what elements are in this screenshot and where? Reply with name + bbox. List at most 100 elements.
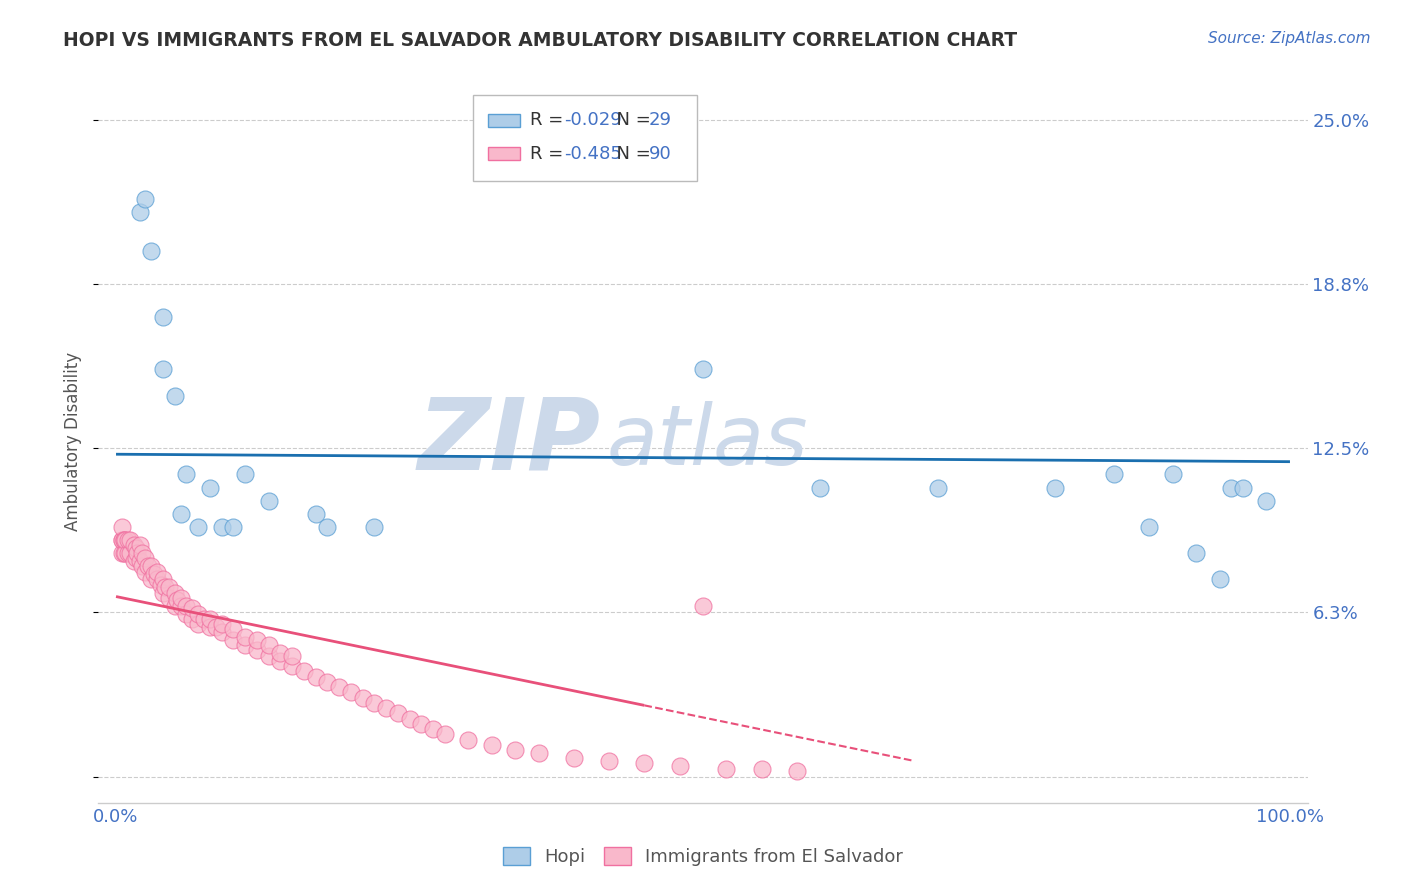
Point <box>692 362 714 376</box>
Point <box>131 559 153 574</box>
Point <box>163 599 186 613</box>
Point <box>128 538 150 552</box>
Text: N =: N = <box>605 145 657 163</box>
Point <box>134 551 156 566</box>
Point <box>111 533 134 547</box>
Point <box>927 481 949 495</box>
Point <box>125 541 148 555</box>
Point <box>120 546 142 560</box>
Point <box>187 520 209 534</box>
Text: ZIP: ZIP <box>418 393 600 490</box>
Point <box>269 654 291 668</box>
Point <box>363 696 385 710</box>
Point <box>633 756 655 771</box>
Text: 90: 90 <box>648 145 671 163</box>
Point <box>340 685 363 699</box>
Point <box>127 546 149 560</box>
Point <box>363 520 385 534</box>
Point <box>422 723 444 737</box>
Point <box>125 551 148 566</box>
Text: N =: N = <box>605 111 657 129</box>
Point <box>128 204 150 219</box>
Point <box>503 743 526 757</box>
Point <box>211 625 233 640</box>
Point <box>111 533 134 547</box>
Point <box>692 599 714 613</box>
Point <box>204 620 226 634</box>
Point <box>157 591 180 605</box>
Point <box>668 759 690 773</box>
Y-axis label: Ambulatory Disability: Ambulatory Disability <box>65 352 83 531</box>
Point <box>387 706 409 721</box>
Point <box>111 520 134 534</box>
Point <box>163 585 186 599</box>
Point <box>1043 481 1066 495</box>
Point <box>786 764 808 779</box>
Point <box>112 546 135 560</box>
Point <box>112 533 135 547</box>
Point <box>155 580 177 594</box>
Point <box>233 630 256 644</box>
Point <box>141 573 163 587</box>
Point <box>562 751 585 765</box>
Text: atlas: atlas <box>606 401 808 482</box>
Text: Source: ZipAtlas.com: Source: ZipAtlas.com <box>1208 31 1371 46</box>
Point <box>304 670 326 684</box>
Point <box>114 533 136 547</box>
Point <box>233 467 256 482</box>
Point <box>176 607 198 621</box>
Point <box>233 638 256 652</box>
Point <box>222 623 245 637</box>
Point <box>181 601 204 615</box>
Point <box>598 754 620 768</box>
Point <box>128 554 150 568</box>
Point <box>117 533 139 547</box>
FancyBboxPatch shape <box>488 113 520 127</box>
Point <box>398 712 420 726</box>
Point <box>292 665 315 679</box>
Point <box>117 546 139 560</box>
Point <box>211 617 233 632</box>
Point <box>187 617 209 632</box>
Point <box>257 493 280 508</box>
Point <box>246 643 269 657</box>
Point <box>1208 573 1230 587</box>
Point <box>152 362 174 376</box>
Point <box>328 680 350 694</box>
Point <box>122 538 145 552</box>
Point <box>134 565 156 579</box>
Point <box>146 573 169 587</box>
Text: -0.485: -0.485 <box>564 145 621 163</box>
Legend: Hopi, Immigrants from El Salvador: Hopi, Immigrants from El Salvador <box>496 839 910 873</box>
Point <box>176 599 198 613</box>
Point <box>1232 481 1254 495</box>
Point <box>198 481 221 495</box>
Point <box>131 546 153 560</box>
FancyBboxPatch shape <box>474 95 697 181</box>
Point <box>304 507 326 521</box>
Point <box>433 727 456 741</box>
Point <box>808 481 831 495</box>
Point <box>527 746 550 760</box>
Point <box>751 762 773 776</box>
Point <box>211 520 233 534</box>
Point <box>352 690 374 705</box>
Point <box>152 585 174 599</box>
Point <box>316 520 339 534</box>
Text: 29: 29 <box>648 111 672 129</box>
Point <box>122 554 145 568</box>
Point <box>1102 467 1125 482</box>
Point <box>222 632 245 647</box>
Point <box>1220 481 1243 495</box>
Point <box>269 646 291 660</box>
Point <box>166 593 188 607</box>
Point <box>716 762 738 776</box>
Point <box>134 192 156 206</box>
Point <box>281 659 304 673</box>
Text: HOPI VS IMMIGRANTS FROM EL SALVADOR AMBULATORY DISABILITY CORRELATION CHART: HOPI VS IMMIGRANTS FROM EL SALVADOR AMBU… <box>63 31 1018 50</box>
Point <box>141 244 163 258</box>
Point <box>257 638 280 652</box>
Text: R =: R = <box>530 111 569 129</box>
Point <box>481 738 503 752</box>
Text: -0.029: -0.029 <box>564 111 621 129</box>
